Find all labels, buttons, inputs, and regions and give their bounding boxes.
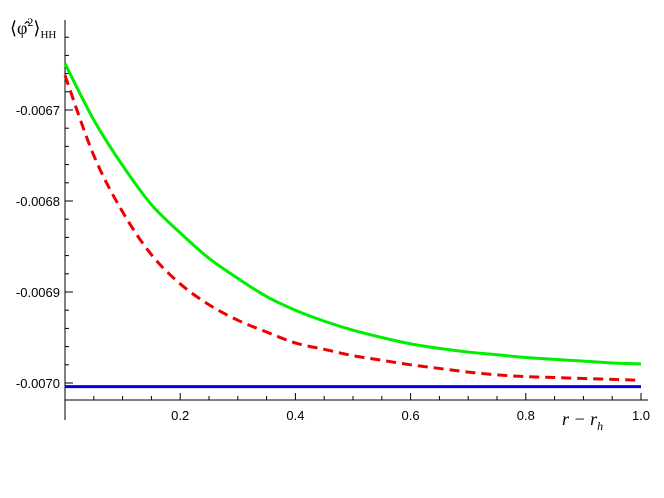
x-tick-label: 0.2 — [171, 408, 189, 423]
y-tick-label: -0.0069 — [16, 285, 60, 300]
x-tick-label: 0.6 — [402, 408, 420, 423]
x-tick-label: 0.4 — [286, 408, 304, 423]
y-axis-title: ⟨φ̂2⟩HH — [10, 15, 56, 41]
y-tick-label: -0.0067 — [16, 103, 60, 118]
series-group — [63, 62, 642, 389]
x-axis-title: r − rh — [562, 409, 603, 433]
y-axis: -0.0067 -0.0068 -0.0069 -0.0070 — [16, 20, 73, 420]
x-tick-label: 0.8 — [517, 408, 535, 423]
y-tick-label: -0.0068 — [16, 194, 60, 209]
red-dashed-series — [63, 74, 642, 382]
x-tick-label: 1.0 — [632, 408, 650, 423]
y-tick-label: -0.0070 — [16, 376, 60, 391]
green-solid-series — [63, 62, 642, 366]
x-axis: 0.2 0.4 0.6 0.8 1.0 — [65, 393, 650, 423]
